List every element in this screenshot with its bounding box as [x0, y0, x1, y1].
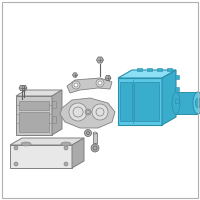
Polygon shape — [175, 75, 179, 79]
Polygon shape — [52, 116, 56, 123]
Circle shape — [72, 81, 80, 89]
Circle shape — [73, 107, 83, 117]
Polygon shape — [16, 90, 62, 96]
Polygon shape — [10, 145, 72, 168]
Polygon shape — [147, 68, 152, 71]
Ellipse shape — [172, 92, 180, 114]
Circle shape — [96, 79, 104, 87]
Ellipse shape — [61, 142, 71, 146]
Circle shape — [14, 146, 18, 150]
Polygon shape — [167, 68, 172, 71]
Polygon shape — [175, 87, 179, 91]
Circle shape — [64, 162, 68, 166]
Polygon shape — [96, 57, 104, 63]
Circle shape — [86, 110, 90, 114]
Polygon shape — [19, 101, 49, 110]
Polygon shape — [10, 138, 84, 145]
Polygon shape — [93, 133, 97, 143]
Polygon shape — [118, 70, 176, 78]
Polygon shape — [21, 85, 27, 91]
Polygon shape — [19, 85, 25, 91]
Polygon shape — [157, 68, 162, 71]
Polygon shape — [120, 82, 132, 121]
Circle shape — [98, 81, 102, 85]
Ellipse shape — [93, 132, 97, 134]
Circle shape — [92, 104, 108, 120]
Polygon shape — [72, 73, 78, 77]
Polygon shape — [175, 99, 179, 103]
Ellipse shape — [21, 142, 31, 146]
Circle shape — [86, 132, 90, 134]
Ellipse shape — [196, 98, 200, 108]
Polygon shape — [67, 78, 112, 93]
Circle shape — [93, 146, 97, 150]
Circle shape — [14, 162, 18, 166]
Circle shape — [74, 83, 78, 87]
Polygon shape — [118, 78, 162, 125]
Polygon shape — [176, 92, 198, 114]
Polygon shape — [19, 112, 49, 132]
Polygon shape — [16, 96, 52, 135]
Circle shape — [64, 146, 68, 150]
Polygon shape — [52, 101, 56, 108]
Polygon shape — [162, 70, 176, 125]
Polygon shape — [105, 75, 111, 81]
Circle shape — [84, 130, 92, 136]
Polygon shape — [134, 82, 159, 121]
Circle shape — [69, 103, 87, 121]
Circle shape — [91, 144, 99, 152]
Polygon shape — [52, 90, 62, 135]
Polygon shape — [72, 138, 84, 168]
Polygon shape — [137, 68, 142, 71]
Ellipse shape — [193, 92, 200, 114]
Circle shape — [85, 109, 91, 115]
Circle shape — [96, 108, 104, 116]
Polygon shape — [60, 98, 115, 128]
